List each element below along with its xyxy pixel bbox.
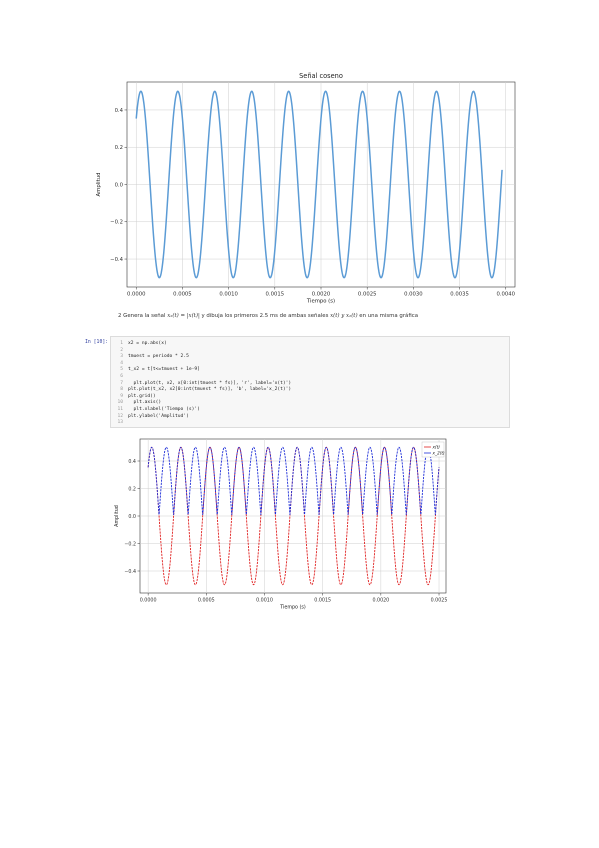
y-tick-label: 0.0 (115, 182, 124, 188)
question-number: 2 (118, 313, 122, 319)
y-axis-label: Amplitud (114, 505, 120, 527)
line-number: 8 (120, 387, 123, 393)
legend-label: x(t) (432, 445, 441, 450)
line-number: 12 (117, 413, 123, 419)
y-tick-label: −0.2 (124, 541, 136, 547)
question-formula-a: x₂(t) = |x(t)| (167, 313, 200, 319)
question-text-b: y dibuja los primeros 2.5 ms de ambas se… (201, 313, 329, 319)
x-tick-label: 0.0015 (314, 598, 331, 604)
cell-prompt: In [10]: (85, 340, 109, 345)
y-tick-label: 0.0 (128, 514, 136, 520)
code-line: 12 plt.ylabel('Amplitud') (111, 413, 189, 420)
code-line: 13 (111, 420, 128, 426)
code-text: x2 = np.abs(x) (128, 341, 167, 346)
code-line: 7 plt.plot(t, x2, x[0:int(tmuest * fs)],… (111, 381, 291, 387)
y-tick-label: −0.4 (110, 257, 123, 263)
code-line: 3 tmuest = periodo * 2.5 (111, 354, 189, 360)
code-line: 1 x2 = np.abs(x) (111, 341, 167, 347)
y-tick-label: −0.4 (124, 569, 136, 575)
code-line: 10 plt.axis() (111, 400, 161, 406)
x-tick-label: 0.0005 (198, 598, 215, 604)
code-text: plt.grid() (128, 393, 156, 399)
y-tick-label: 0.2 (128, 486, 136, 492)
x-tick-label: 0.0005 (173, 292, 192, 298)
code-line: 9 plt.grid() (111, 393, 156, 400)
line-number: 1 (120, 341, 123, 346)
code-line: 4 (111, 361, 128, 367)
line-number: 6 (120, 374, 123, 379)
x-tick-label: 0.0000 (140, 598, 157, 604)
x-tick-label: 0.0010 (219, 292, 238, 298)
code-text: plt.axis() (128, 400, 162, 406)
x-tick-label: 0.0020 (312, 292, 331, 298)
question-text: 2 Genera la señal x₂(t) = |x(t)| y dibuj… (118, 313, 538, 319)
y-tick-label: −0.2 (110, 220, 123, 226)
line-number: 11 (117, 407, 123, 412)
abs-signal-chart: 0.0000 0.0005 0.0010 0.0015 0.0020 0.0025 0.4 0… (114, 438, 448, 611)
line-number: 13 (117, 420, 123, 426)
cosine-signal-chart: 0.0000 0.0005 0.0010 0.0015 0.0020 0.0025 0.00… (96, 72, 516, 305)
y-tick-label: 0.4 (115, 108, 124, 114)
code-text: t_x2 = t[t<=tmuest + 1e-9] (128, 367, 200, 373)
x-tick-label: 0.0035 (450, 292, 469, 298)
code-line: 5 t_x2 = t[t<=tmuest + 1e-9] (111, 367, 200, 373)
code-text: plt.ylabel('Amplitud') (128, 413, 189, 419)
code-line: 6 (111, 374, 128, 380)
y-tick-label: 0.4 (128, 459, 136, 465)
line-number: 10 (117, 400, 123, 406)
x-tick-label: 0.0030 (404, 292, 423, 298)
x-tick-label: 0.0000 (127, 292, 146, 298)
question-formula-b: x(t) y x₂(t) (330, 313, 358, 319)
code-line: 2 (111, 348, 128, 354)
code-text: plt.plot(t, x2, x[0:int(tmuest * fs)], '… (128, 380, 292, 386)
x-axis-label: Tiempo (s) (306, 299, 335, 305)
x-tick-label: 0.0025 (431, 598, 448, 604)
line-number: 7 (120, 380, 123, 386)
line-number: 3 (120, 354, 123, 360)
line-number: 9 (120, 393, 123, 399)
x-axis-label: Tiempo (s) (279, 605, 306, 611)
code-text: tmuest = periodo * 2.5 (128, 354, 189, 360)
code-cell[interactable]: 1 x2 = np.abs(x) 2 3 tmuest = periodo * 2.5 4… (110, 336, 510, 428)
x-tick-label: 0.0040 (496, 292, 515, 298)
code-text: plt.xlabel('Tiempo (s)') (128, 407, 200, 412)
x-tick-label: 0.0015 (266, 292, 285, 298)
legend-label: x_2(t) (432, 451, 446, 456)
question-text-a: Genera la señal (123, 313, 166, 319)
series-line-0 (135, 90, 503, 279)
x-tick-label: 0.0010 (256, 598, 273, 604)
line-number: 5 (120, 367, 123, 373)
line-number: 2 (120, 347, 123, 353)
y-axis-label: Amplitud (96, 173, 102, 197)
series-line-1 (147, 446, 440, 516)
line-number: 4 (120, 360, 123, 366)
code-line: 8 plt.plot(t_x2, x2[0:int(tmuest * fs)], … (111, 387, 291, 393)
chart-title: Señal coseno (299, 72, 343, 80)
y-tick-label: 0.2 (115, 145, 123, 151)
x-tick-label: 0.0020 (372, 598, 389, 604)
x-tick-label: 0.0025 (358, 292, 377, 298)
code-text: plt.plot(t_x2, x2[0:int(tmuest * fs)], '… (128, 387, 292, 393)
code-line: 11 plt.xlabel('Tiempo (s)') (111, 407, 200, 413)
question-text-c: en una misma gráfica (359, 313, 419, 319)
